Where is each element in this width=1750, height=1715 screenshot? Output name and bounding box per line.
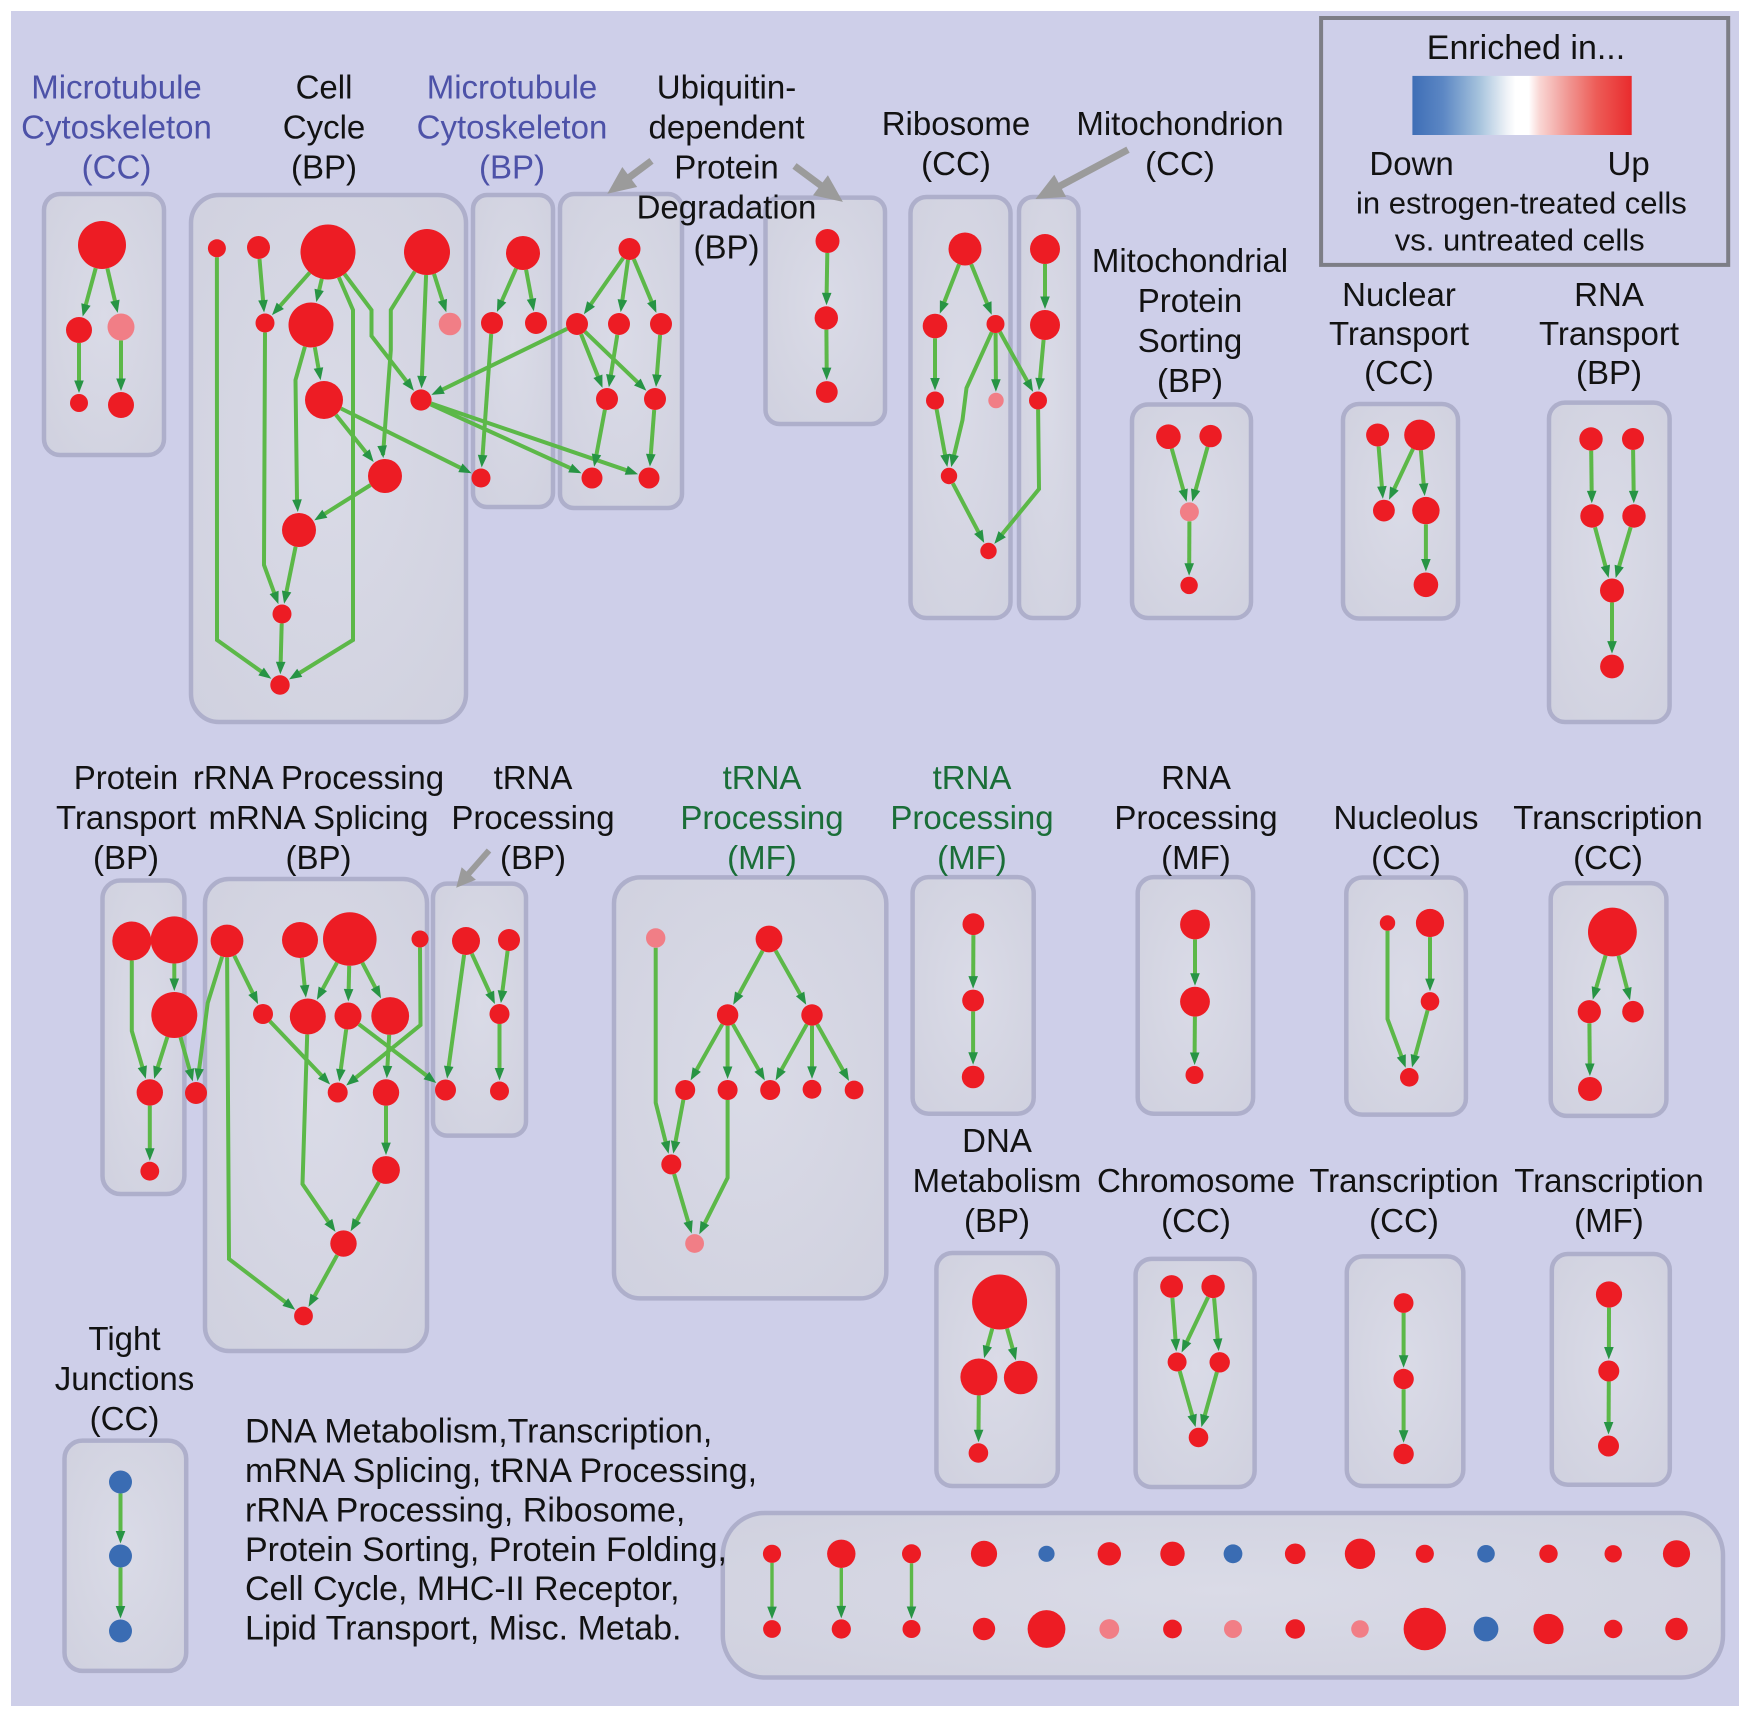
svg-text:(CC): (CC) [82,149,152,186]
svg-text:(CC): (CC) [90,1400,160,1437]
svg-text:Protein: Protein [1138,282,1243,319]
svg-text:(MF): (MF) [1574,1202,1644,1239]
svg-text:Transport: Transport [1329,315,1469,352]
svg-text:Ribosome: Ribosome [882,105,1031,142]
svg-text:(BP): (BP) [500,839,566,876]
svg-text:(CC): (CC) [921,145,991,182]
svg-text:Microtubule: Microtubule [427,69,598,106]
svg-text:Transcription: Transcription [1309,1162,1499,1199]
svg-text:(CC): (CC) [1145,145,1215,182]
svg-text:(CC): (CC) [1161,1202,1231,1239]
svg-text:(MF): (MF) [727,839,797,876]
svg-text:Up: Up [1608,145,1650,182]
svg-text:Chromosome: Chromosome [1097,1162,1295,1199]
svg-text:(CC): (CC) [1369,1202,1439,1239]
svg-text:Cell: Cell [296,69,353,106]
svg-text:Enriched in...: Enriched in... [1427,29,1625,67]
svg-text:tRNA: tRNA [494,759,573,796]
svg-text:Protein: Protein [674,149,779,186]
svg-text:Metabolism: Metabolism [913,1162,1082,1199]
svg-text:Sorting: Sorting [1138,322,1243,359]
svg-text:Processing: Processing [680,799,843,836]
svg-text:(MF): (MF) [1161,839,1231,876]
svg-text:tRNA: tRNA [723,759,802,796]
svg-text:Transcription: Transcription [1514,1162,1704,1199]
svg-text:Cytoskeleton: Cytoskeleton [417,109,608,146]
svg-text:RNA: RNA [1574,276,1644,313]
svg-text:(MF): (MF) [937,839,1007,876]
svg-text:Transport: Transport [56,799,196,836]
svg-text:Cycle: Cycle [283,109,366,146]
svg-text:rRNA Processing: rRNA Processing [193,759,444,796]
svg-text:Nuclear: Nuclear [1342,276,1456,313]
svg-text:Processing: Processing [451,799,614,836]
svg-text:(BP): (BP) [479,149,545,186]
svg-text:tRNA: tRNA [933,759,1012,796]
svg-text:Cytoskeleton: Cytoskeleton [21,109,212,146]
svg-text:in estrogen-treated cells: in estrogen-treated cells [1356,185,1687,220]
svg-text:rRNA Processing, Ribosome,: rRNA Processing, Ribosome, [245,1491,685,1529]
svg-text:vs. untreated cells: vs. untreated cells [1395,223,1645,258]
svg-text:(BP): (BP) [291,149,357,186]
svg-text:(CC): (CC) [1364,354,1434,391]
svg-text:mRNA Splicing, tRNA Processing: mRNA Splicing, tRNA Processing, [245,1452,757,1490]
svg-text:RNA: RNA [1161,759,1231,796]
svg-text:Transport: Transport [1539,315,1679,352]
svg-text:Degradation: Degradation [637,189,817,226]
svg-text:(CC): (CC) [1573,839,1643,876]
svg-text:Nucleolus: Nucleolus [1334,799,1479,836]
svg-text:DNA: DNA [962,1122,1032,1159]
svg-text:(BP): (BP) [1157,362,1223,399]
svg-text:Transcription: Transcription [1513,799,1703,836]
svg-text:Mitochondrion: Mitochondrion [1076,105,1283,142]
svg-text:Ubiquitin-: Ubiquitin- [657,69,796,106]
svg-text:mRNA Splicing: mRNA Splicing [208,799,428,836]
svg-text:(BP): (BP) [1576,354,1642,391]
svg-text:Processing: Processing [1114,799,1277,836]
svg-text:Junctions: Junctions [55,1360,194,1397]
svg-text:(BP): (BP) [694,229,760,266]
svg-text:(CC): (CC) [1371,839,1441,876]
svg-text:Lipid Transport, Misc. Metab.: Lipid Transport, Misc. Metab. [245,1610,682,1648]
svg-text:dependent: dependent [649,109,805,146]
svg-text:(BP): (BP) [286,839,352,876]
svg-text:Tight: Tight [88,1320,160,1357]
svg-text:Down: Down [1369,145,1453,182]
svg-text:Cell Cycle, MHC-II Receptor,: Cell Cycle, MHC-II Receptor, [245,1570,680,1608]
svg-text:Mitochondrial: Mitochondrial [1092,242,1288,279]
svg-text:(BP): (BP) [964,1202,1030,1239]
svg-text:Protein Sorting, Protein Foldi: Protein Sorting, Protein Folding, [245,1531,727,1569]
svg-text:(BP): (BP) [93,839,159,876]
svg-text:Microtubule: Microtubule [31,69,202,106]
svg-text:DNA Metabolism,Transcription,: DNA Metabolism,Transcription, [245,1413,712,1451]
svg-text:Protein: Protein [74,759,179,796]
svg-text:Processing: Processing [890,799,1053,836]
